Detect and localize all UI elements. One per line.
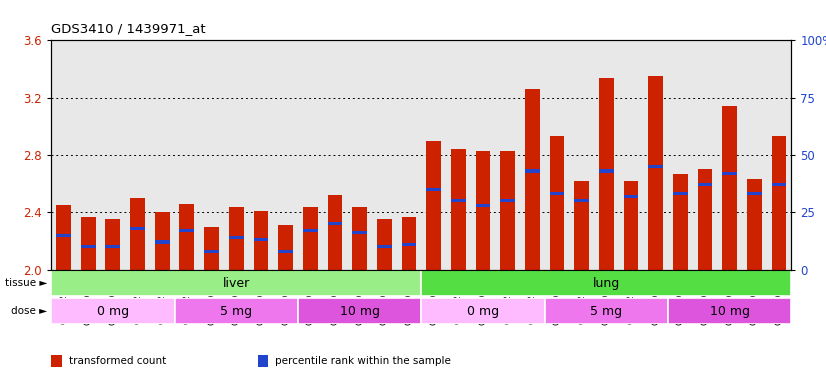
Bar bbox=[401, 217, 416, 270]
Bar bbox=[426, 141, 441, 270]
Text: GDS3410 / 1439971_at: GDS3410 / 1439971_at bbox=[51, 22, 206, 35]
Bar bbox=[303, 207, 318, 270]
Bar bbox=[451, 199, 466, 202]
Bar bbox=[131, 227, 145, 230]
Bar bbox=[56, 205, 71, 270]
Text: lung: lung bbox=[593, 277, 620, 290]
Bar bbox=[624, 181, 638, 270]
Bar bbox=[179, 204, 194, 270]
Bar bbox=[599, 169, 614, 172]
Bar bbox=[525, 169, 539, 172]
Bar bbox=[56, 233, 71, 237]
Bar bbox=[648, 165, 663, 168]
Bar bbox=[352, 207, 367, 270]
Text: 0 mg: 0 mg bbox=[97, 305, 129, 318]
Text: transformed count: transformed count bbox=[69, 356, 166, 366]
Bar bbox=[747, 192, 762, 195]
Bar bbox=[574, 181, 589, 270]
Bar bbox=[131, 198, 145, 270]
Bar bbox=[698, 169, 712, 270]
Bar bbox=[426, 188, 441, 191]
Bar bbox=[599, 78, 614, 270]
Bar bbox=[698, 183, 712, 186]
Bar bbox=[421, 270, 791, 296]
Bar bbox=[174, 298, 298, 324]
Bar bbox=[476, 151, 491, 270]
Text: 5 mg: 5 mg bbox=[221, 305, 252, 318]
Bar bbox=[549, 136, 564, 270]
Bar bbox=[298, 298, 421, 324]
Bar bbox=[51, 270, 421, 296]
Bar bbox=[451, 149, 466, 270]
Bar bbox=[81, 217, 96, 270]
Bar bbox=[668, 298, 791, 324]
Text: liver: liver bbox=[223, 277, 249, 290]
Text: 10 mg: 10 mg bbox=[339, 305, 380, 318]
Bar bbox=[229, 236, 244, 239]
Bar bbox=[722, 172, 737, 175]
Bar bbox=[328, 195, 342, 270]
Text: percentile rank within the sample: percentile rank within the sample bbox=[275, 356, 451, 366]
Bar bbox=[51, 298, 174, 324]
Bar bbox=[352, 231, 367, 235]
Bar bbox=[525, 89, 539, 270]
Bar bbox=[154, 240, 169, 243]
Bar bbox=[229, 207, 244, 270]
Bar bbox=[204, 227, 219, 270]
Bar bbox=[421, 298, 544, 324]
Bar bbox=[303, 229, 318, 232]
Bar bbox=[254, 238, 268, 241]
Bar bbox=[106, 219, 121, 270]
Bar bbox=[204, 250, 219, 253]
Bar bbox=[377, 245, 392, 248]
Bar bbox=[476, 204, 491, 207]
Bar bbox=[81, 245, 96, 248]
Bar bbox=[747, 179, 762, 270]
Bar bbox=[574, 199, 589, 202]
Text: 10 mg: 10 mg bbox=[710, 305, 750, 318]
Bar bbox=[673, 174, 688, 270]
Text: tissue ►: tissue ► bbox=[5, 278, 47, 288]
Bar bbox=[328, 222, 342, 225]
Bar bbox=[501, 199, 515, 202]
Bar bbox=[154, 212, 169, 270]
Bar bbox=[771, 136, 786, 270]
Text: 0 mg: 0 mg bbox=[467, 305, 499, 318]
Bar bbox=[673, 192, 688, 195]
Bar bbox=[179, 229, 194, 232]
Bar bbox=[624, 195, 638, 198]
Bar bbox=[549, 192, 564, 195]
Bar bbox=[401, 243, 416, 246]
Bar bbox=[106, 245, 121, 248]
Bar bbox=[254, 211, 268, 270]
Bar bbox=[377, 219, 392, 270]
Bar bbox=[722, 106, 737, 270]
Bar bbox=[501, 151, 515, 270]
Bar bbox=[278, 225, 293, 270]
Bar bbox=[278, 250, 293, 253]
Text: dose ►: dose ► bbox=[11, 306, 47, 316]
Bar bbox=[648, 76, 663, 270]
Bar bbox=[544, 298, 668, 324]
Bar bbox=[771, 183, 786, 186]
Text: 5 mg: 5 mg bbox=[591, 305, 622, 318]
